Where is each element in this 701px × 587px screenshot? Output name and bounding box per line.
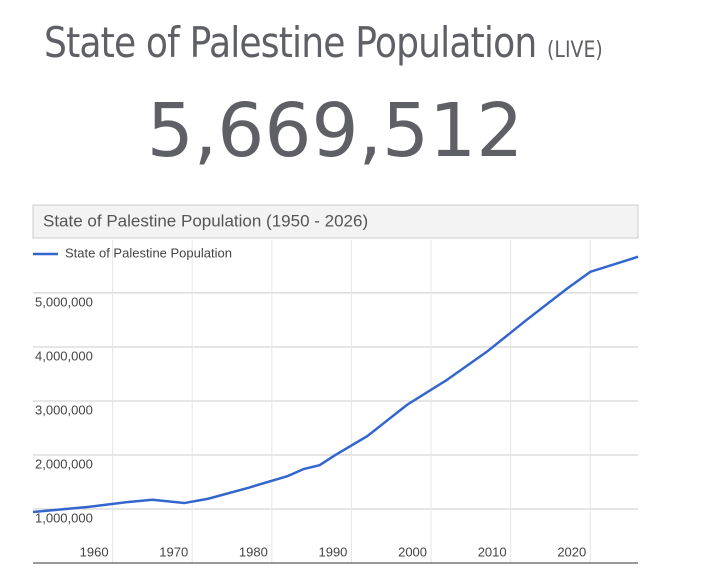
- series-line: [32, 255, 639, 514]
- y-tick-label: 2,000,000: [35, 456, 93, 471]
- legend-label: State of Palestine Population: [65, 245, 232, 260]
- live-count: 5,669,512: [146, 88, 524, 174]
- y-tick-label: 4,000,000: [35, 348, 93, 363]
- chart-title: State of Palestine Population (1950 - 20…: [43, 211, 368, 230]
- x-tick-label: 2000: [398, 544, 427, 559]
- x-tick-label: 2010: [478, 544, 507, 559]
- x-tick-label: 1970: [159, 544, 188, 559]
- x-tick-label: 1980: [239, 544, 268, 559]
- x-tick-label: 1990: [318, 544, 347, 559]
- x-tick-label: 1960: [80, 544, 109, 559]
- x-tick-label: 2020: [557, 544, 586, 559]
- y-tick-label: 5,000,000: [35, 294, 93, 309]
- chart-header: [32, 204, 639, 239]
- y-tick-label: 1,000,000: [35, 510, 93, 525]
- y-tick-label: 3,000,000: [35, 402, 93, 417]
- title-text: State of Palestine Population: [44, 18, 537, 67]
- live-badge: (LIVE): [547, 38, 603, 63]
- page-title: State of Palestine Population (LIVE): [44, 18, 603, 67]
